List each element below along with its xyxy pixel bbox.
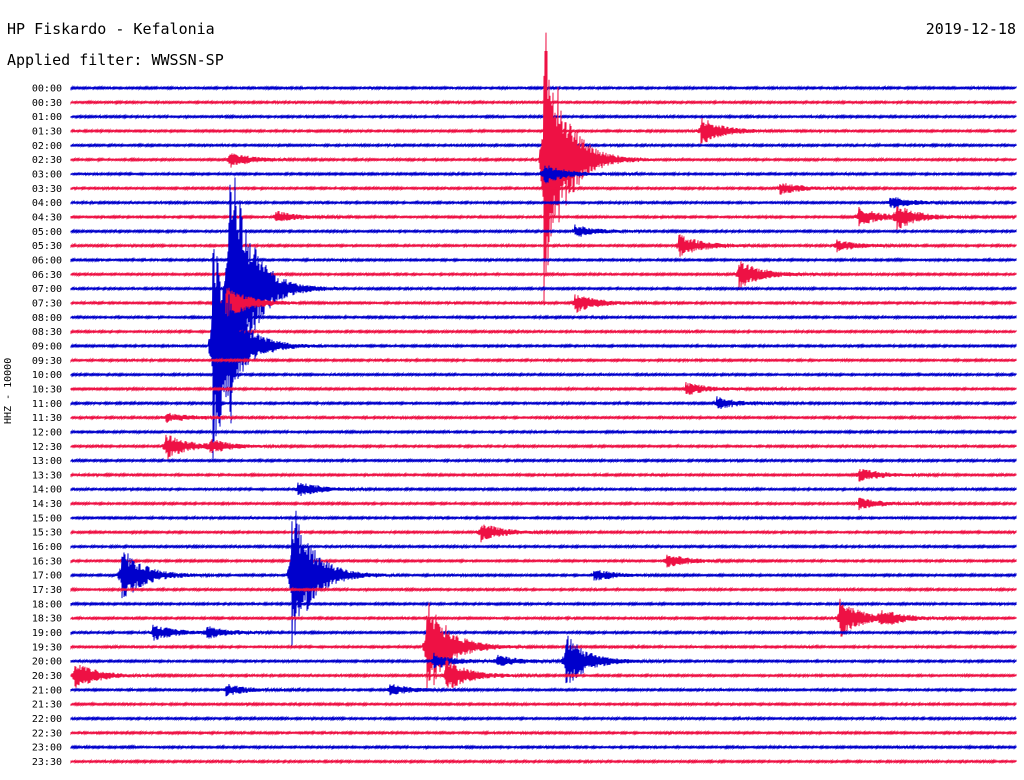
trace-1730 [70,586,1017,593]
trace-2200 [70,715,1017,722]
trace-0700 [70,177,1017,424]
trace-2030 [70,659,1017,689]
trace-1130 [70,412,1017,423]
time-label: 10:30 [32,384,62,395]
filter-label: Applied filter: WWSSN-SP [7,51,224,69]
time-label: 12:30 [32,442,62,453]
time-label: 08:30 [32,327,62,338]
trace-0230 [70,32,1017,306]
time-label: 23:30 [32,757,62,768]
time-label: 02:30 [32,155,62,166]
trace-1000 [70,371,1017,378]
trace-2330 [70,758,1017,765]
time-label: 18:00 [32,599,62,610]
trace-2130 [70,701,1017,708]
time-label: 22:30 [32,728,62,739]
time-label: 01:00 [32,112,62,123]
trace-1700 [70,510,1017,648]
time-label: 19:30 [32,642,62,653]
trace-1430 [70,497,1017,511]
trace-0930 [70,357,1017,364]
trace-2230 [70,729,1017,736]
time-label: 19:00 [32,628,62,639]
time-label: 06:00 [32,255,62,266]
trace-0730 [70,287,1017,323]
time-label: 20:30 [32,671,62,682]
time-label: 05:00 [32,227,62,238]
trace-0300 [70,165,1017,184]
trace-1400 [70,482,1017,497]
time-labels: 00:00 00:30 01:00 01:30 02:00 02:30 03:00 03:30… [32,84,62,769]
trace-1200 [70,428,1017,436]
date-label: 2019-12-18 [925,20,1016,38]
time-label: 16:00 [32,542,62,553]
trace-1830 [70,598,1017,637]
trace-0400 [70,197,1017,209]
time-label: 20:00 [32,657,62,668]
trace-1100 [70,396,1017,410]
time-label: 09:30 [32,356,62,367]
time-label: 15:30 [32,528,62,539]
time-label: 01:30 [32,126,62,137]
trace-1600 [70,543,1017,550]
time-label: 13:30 [32,470,62,481]
time-label: 03:30 [32,184,62,195]
trace-1230 [70,434,1017,460]
time-label: 12:00 [32,427,62,438]
trace-1800 [70,600,1017,607]
trace-2100 [70,683,1017,697]
time-label: 06:30 [32,270,62,281]
time-label: 00:00 [32,84,62,95]
time-label: 16:30 [32,556,62,567]
time-label: 15:00 [32,513,62,524]
time-label: 04:30 [32,212,62,223]
time-label: 09:00 [32,341,62,352]
trace-0530 [70,234,1017,257]
time-label: 13:00 [32,456,62,467]
time-label: 21:00 [32,685,62,696]
trace-0900 [70,249,1017,461]
trace-1500 [70,514,1017,521]
time-label: 14:30 [32,499,62,510]
time-label: 10:00 [32,370,62,381]
time-label: 17:00 [32,571,62,582]
time-label: 11:00 [32,399,62,410]
seismogram-traces [70,32,1017,765]
time-label: 07:30 [32,298,62,309]
time-label: 18:30 [32,614,62,625]
trace-1900 [70,624,1017,641]
trace-2300 [70,744,1017,751]
time-label: 23:00 [32,743,62,754]
time-label: 04:00 [32,198,62,209]
trace-1330 [70,469,1017,482]
time-label: 11:30 [32,413,62,424]
time-label: 02:00 [32,141,62,152]
time-label: 17:30 [32,585,62,596]
time-label: 00:30 [32,98,62,109]
time-label: 22:00 [32,714,62,725]
trace-0800 [70,314,1017,321]
time-label: 14:00 [32,485,62,496]
trace-0430 [70,206,1017,230]
trace-1930 [70,602,1017,689]
time-label: 05:30 [32,241,62,252]
trace-0330 [70,183,1017,195]
time-label: 03:00 [32,169,62,180]
time-label: 07:00 [32,284,62,295]
trace-0500 [70,224,1017,237]
trace-1630 [70,554,1017,568]
trace-1530 [70,524,1017,543]
trace-2000 [70,635,1017,684]
trace-1300 [70,457,1017,464]
trace-1030 [70,382,1017,395]
time-label: 21:30 [32,700,62,711]
station-title: HP Fiskardo - Kefalonia [7,20,215,38]
time-label: 08:00 [32,313,62,324]
